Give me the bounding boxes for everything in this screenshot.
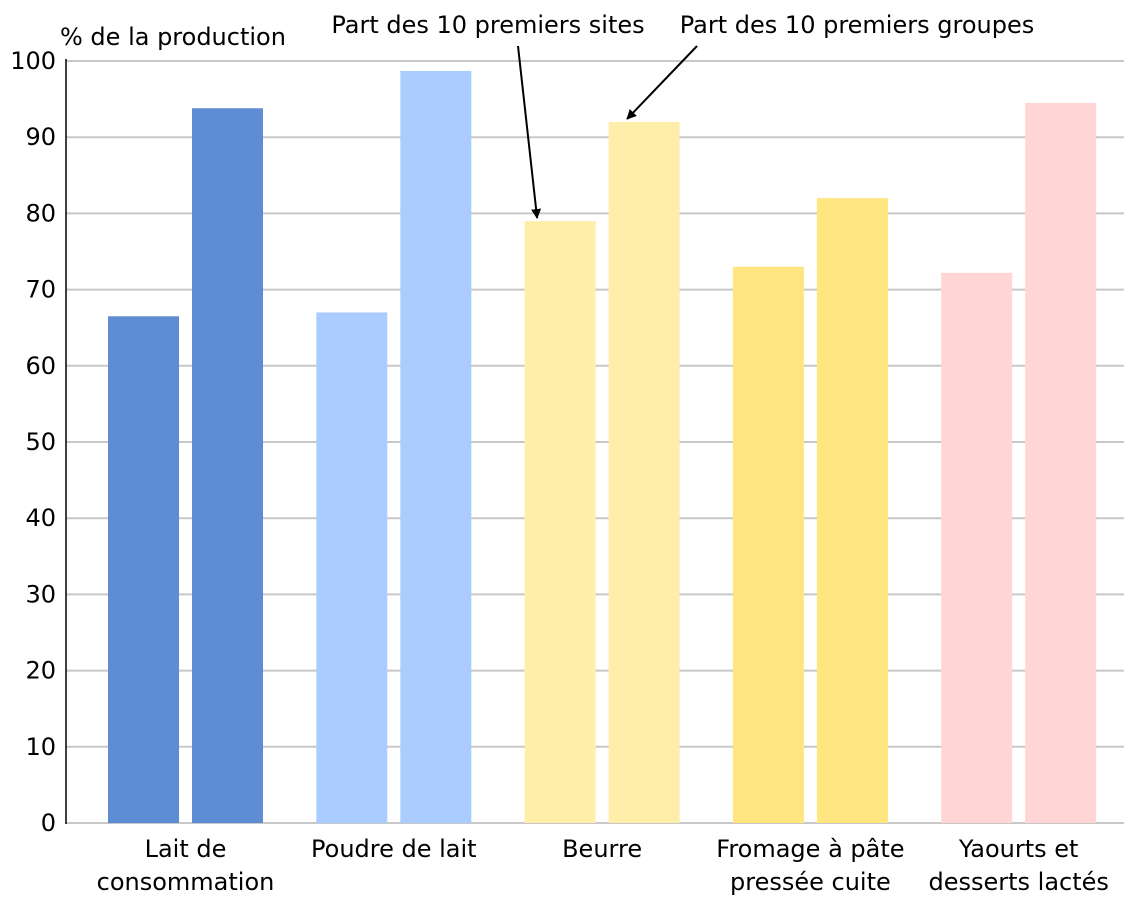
y-tick-label: 30 — [25, 580, 56, 608]
category-label: Poudre de lait — [311, 835, 477, 863]
bar — [108, 316, 179, 823]
y-tick-label: 90 — [25, 123, 56, 151]
annotation-label: Part des 10 premiers sites — [331, 11, 644, 39]
category-label: Beurre — [562, 835, 642, 863]
y-tick-label: 10 — [25, 733, 56, 761]
annotations: Part des 10 premiers sites Part des 10 pr… — [331, 11, 1034, 220]
bar — [524, 221, 596, 823]
y-tick-label: 100 — [10, 47, 56, 75]
annotation-arrow — [626, 45, 698, 120]
category-label: pressée cuite — [730, 868, 891, 896]
y-tick-label: 60 — [25, 352, 56, 380]
bar — [400, 70, 472, 823]
bar — [608, 121, 680, 823]
bar — [816, 198, 888, 823]
category-label: Yaourts et — [958, 835, 1079, 863]
bar — [316, 312, 388, 823]
category-label: desserts lactés — [928, 868, 1108, 896]
category-label: consommation — [97, 868, 275, 896]
category-labels: Lait de consommation Poudre de lait Beurre F… — [97, 835, 1109, 896]
annotation-arrow — [517, 45, 542, 220]
category-label: Fromage à pâte — [716, 835, 904, 863]
y-tick-label: 70 — [25, 276, 56, 304]
y-tick-labels: 0 10 20 30 40 50 60 70 80 90 100 — [10, 47, 56, 837]
bar — [732, 266, 804, 823]
bar — [941, 272, 1013, 823]
bar — [1025, 102, 1097, 823]
y-axis-label: % de la production — [60, 23, 286, 51]
y-tick-label: 20 — [25, 657, 56, 685]
y-tick-label: 50 — [25, 428, 56, 456]
y-tick-label: 80 — [25, 199, 56, 227]
bars — [108, 70, 1097, 823]
annotation-label: Part des 10 premiers groupes — [680, 11, 1034, 39]
y-tick-label: 0 — [41, 809, 56, 837]
category-label: Lait de — [145, 835, 227, 863]
y-tick-label: 40 — [25, 504, 56, 532]
bar — [192, 108, 263, 823]
